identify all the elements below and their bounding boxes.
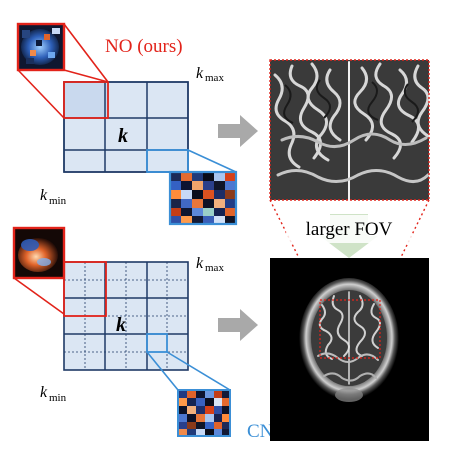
cnn-kernel-thumbnail <box>177 389 231 437</box>
bottom-k-center-label: k <box>116 314 126 336</box>
top-panel: NO (ours) k k max k min <box>16 22 258 226</box>
no-kernel-thumbnail <box>16 22 66 72</box>
bottom-right-arrow-icon <box>218 309 258 341</box>
bottom-kmin-label: k min <box>40 384 67 404</box>
top-grid-red-outline <box>63 81 109 119</box>
bottom-k-grid <box>63 261 189 371</box>
mri-cortex-zoom-image <box>269 59 430 201</box>
top-kmin-base: k <box>40 187 48 204</box>
bottom-kmax-sub: max <box>205 262 224 274</box>
top-kmax-label: k max <box>196 65 224 84</box>
top-k-grid <box>63 81 189 173</box>
fov-roi-box <box>319 299 381 359</box>
top-kmax-base: k <box>196 65 204 82</box>
top-cnn-kernel-thumbnail <box>168 170 238 226</box>
bottom-kmin-sub: min <box>49 392 67 404</box>
no-connector-lines <box>17 23 109 119</box>
zoom-connector-lines <box>269 199 430 301</box>
bottom-kmax-label: k max <box>196 255 224 274</box>
bottom-kmin-base: k <box>40 384 48 401</box>
mri-full-fov-image <box>270 258 429 441</box>
top-kmin-sub: min <box>49 195 67 207</box>
top-k-center-label: k <box>118 125 128 147</box>
bottom-panel: k k max k min CNN <box>12 226 287 442</box>
bottom-grid-blue-outline <box>146 333 168 353</box>
top-cnn-connector-lines <box>147 149 237 173</box>
top-kmax-sub: max <box>205 72 224 84</box>
bottom-kmax-base: k <box>196 255 204 272</box>
bottom-no-kernel-thumbnail <box>12 226 66 280</box>
no-method-label: NO (ours) <box>105 36 183 57</box>
top-kmin-label: k min <box>40 187 67 207</box>
fov-label: larger FOV <box>306 219 393 240</box>
bottom-grid-red-outline <box>63 261 107 317</box>
top-right-arrow-icon <box>218 115 258 147</box>
fov-label-bg <box>286 215 412 243</box>
bottom-cnn-connector-lines <box>146 351 231 391</box>
top-grid-highlight-cell <box>64 82 108 118</box>
